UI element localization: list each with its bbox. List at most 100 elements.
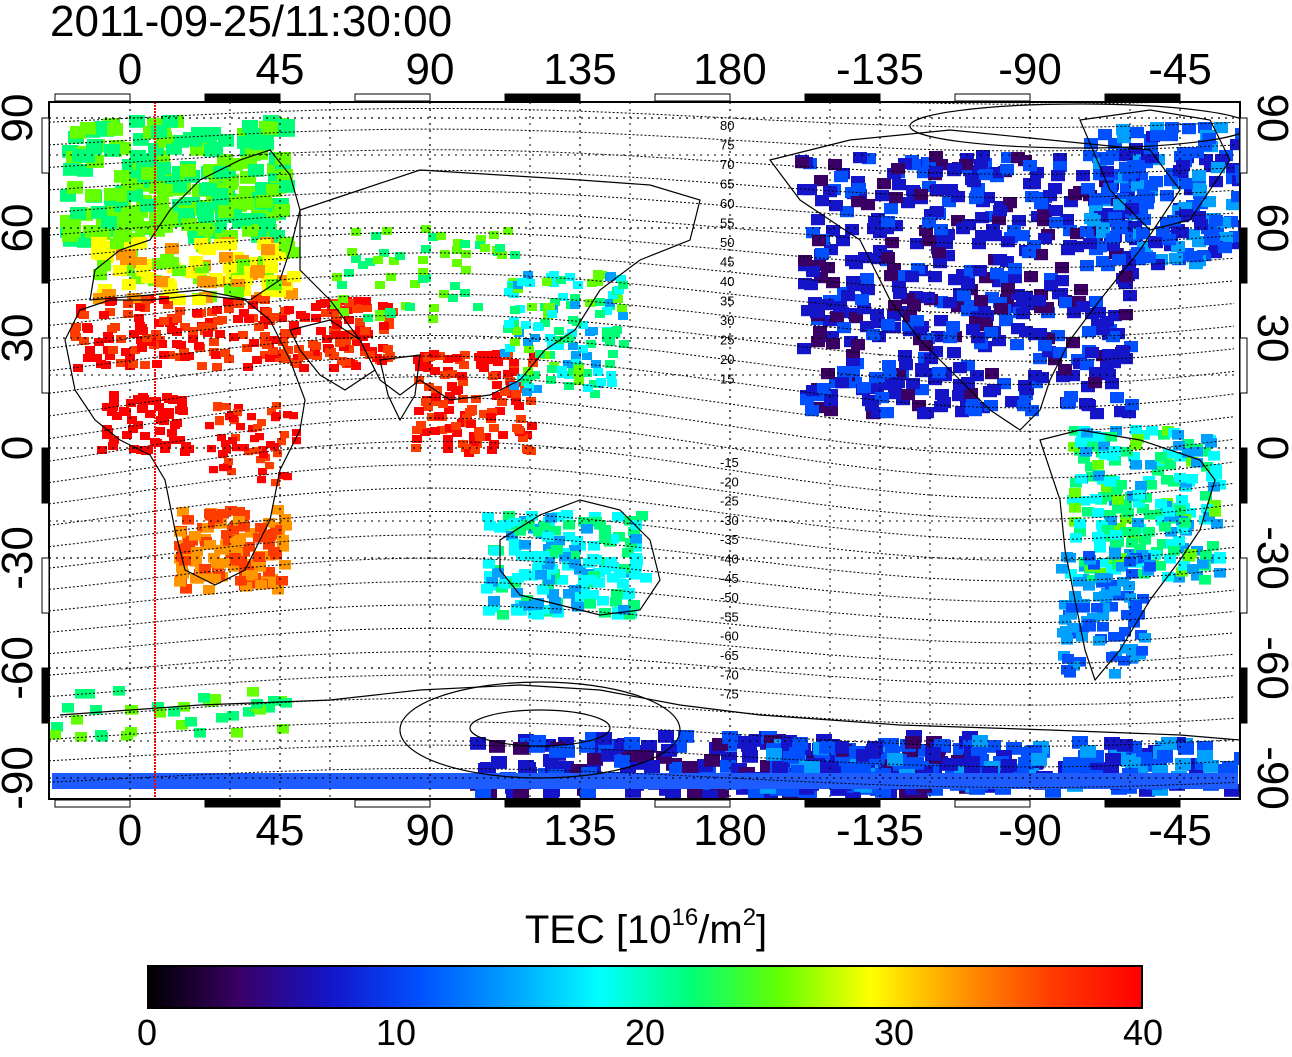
- tec-cell: [276, 576, 288, 586]
- tec-cell: [175, 406, 185, 414]
- tec-cell: [497, 610, 509, 620]
- tec-cell: [1191, 458, 1203, 468]
- tec-cell: [1182, 439, 1194, 449]
- tec-cell: [1028, 370, 1042, 382]
- contour-label: 70: [720, 157, 734, 172]
- tec-cell: [1110, 426, 1122, 436]
- tec-cell: [452, 259, 462, 267]
- tec-cell: [1106, 240, 1120, 252]
- tec-cell: [216, 713, 228, 723]
- tec-cell: [529, 352, 539, 360]
- tec-cell: [574, 377, 584, 385]
- tec-cell: [141, 167, 157, 180]
- tec-cell: [1067, 623, 1079, 633]
- tec-cell: [1107, 451, 1119, 461]
- tec-cell: [1032, 295, 1046, 307]
- top-lon-tick-label: 45: [256, 45, 305, 94]
- tec-cell: [335, 339, 345, 347]
- tec-cell: [179, 544, 191, 554]
- tec-cell: [339, 331, 349, 339]
- tec-cell: [1109, 248, 1123, 260]
- tec-cell: [428, 398, 438, 406]
- tec-cell: [1065, 610, 1077, 620]
- tec-cell: [868, 216, 882, 228]
- tec-cell: [1094, 568, 1106, 578]
- tec-cell: [280, 698, 292, 708]
- tec-cell: [479, 410, 489, 418]
- tec-cell: [123, 300, 133, 308]
- tec-cell: [469, 439, 479, 447]
- tec-cell: [452, 429, 462, 437]
- tec-cell: [1112, 254, 1126, 266]
- tec-cell: [1080, 447, 1092, 457]
- tec-cell: [483, 559, 495, 569]
- tec-cell: [470, 737, 486, 750]
- tec-cell: [1144, 143, 1158, 155]
- tec-cell: [1123, 290, 1137, 302]
- tec-cell: [440, 371, 450, 379]
- tec-cell: [353, 305, 363, 313]
- tec-cell: [1005, 396, 1019, 408]
- contour-line: [49, 108, 1235, 128]
- tec-cell: [565, 273, 575, 281]
- tec-cell: [1200, 550, 1212, 560]
- tec-cell: [475, 433, 485, 441]
- tec-cell: [812, 260, 826, 272]
- tec-cell: [278, 472, 287, 480]
- tec-cell: [1207, 541, 1219, 551]
- tec-cell: [1038, 233, 1052, 245]
- tec-cell: [1120, 181, 1134, 193]
- tec-cell: [104, 188, 120, 201]
- tec-cell: [1134, 544, 1146, 554]
- tec-cell: [492, 381, 502, 389]
- contour-label: -30: [720, 513, 739, 528]
- tec-cell: [834, 171, 848, 183]
- tec-cell: [222, 403, 231, 411]
- tec-cell: [1110, 530, 1122, 540]
- tec-cell: [484, 351, 494, 359]
- tec-cell: [286, 247, 300, 259]
- tec-cell: [687, 789, 703, 799]
- tec-cell: [1206, 234, 1220, 246]
- tec-cell: [497, 398, 507, 406]
- tec-cell: [1018, 380, 1032, 392]
- tec-cell: [329, 364, 339, 372]
- tec-cell: [913, 324, 927, 336]
- tec-cell: [427, 413, 437, 421]
- tec-cell: [641, 740, 657, 753]
- tec-cell: [203, 277, 217, 289]
- frame-bar-right: [1239, 227, 1248, 284]
- frame-bar-top: [504, 93, 581, 102]
- tec-cell: [177, 396, 187, 404]
- tec-cell: [1109, 446, 1121, 456]
- tec-cell: [256, 456, 265, 464]
- tec-cell: [351, 362, 361, 370]
- frame-bar-top: [654, 93, 731, 102]
- tec-cell: [1092, 152, 1106, 164]
- tec-cell: [497, 251, 507, 259]
- tec-cell: [961, 278, 975, 290]
- tec-cell: [383, 354, 393, 362]
- tec-cell: [1078, 496, 1090, 506]
- tec-cell: [1052, 288, 1066, 300]
- contour-line: [49, 744, 1235, 768]
- tec-cell: [947, 347, 961, 359]
- tec-cell: [320, 299, 330, 307]
- tec-cell: [243, 542, 255, 552]
- tec-cell: [526, 511, 538, 521]
- frame-bar-left: [41, 337, 50, 394]
- tec-cell: [174, 527, 186, 537]
- tec-cell: [272, 286, 286, 298]
- tec-cell: [247, 687, 259, 697]
- bottom-lon-tick-label: -135: [836, 806, 924, 855]
- tec-cell: [215, 416, 224, 424]
- tec-cell: [405, 303, 415, 311]
- tec-cell: [341, 337, 351, 345]
- tec-cell: [1062, 397, 1076, 409]
- tec-cell: [948, 274, 962, 286]
- tec-cell: [90, 705, 102, 715]
- tec-cell: [1179, 209, 1193, 221]
- tec-cell: [953, 379, 967, 391]
- tec-cell: [1117, 739, 1133, 752]
- tec-cell: [259, 451, 268, 459]
